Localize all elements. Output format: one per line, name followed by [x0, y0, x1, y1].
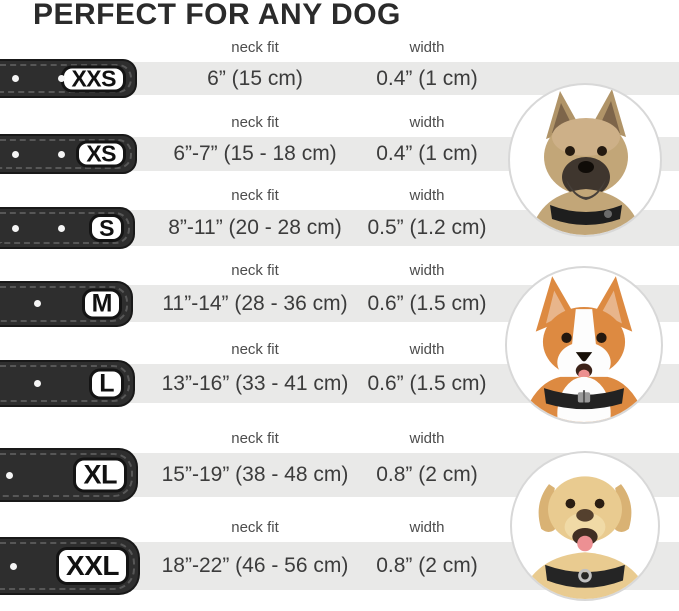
collar-hole	[10, 562, 17, 570]
size-label: L	[89, 368, 124, 399]
neck-fit-value: 11”-14” (28 - 36 cm)	[162, 292, 348, 315]
collar-hole	[6, 471, 13, 479]
collar-hole	[12, 150, 19, 158]
width-header: width	[409, 262, 445, 279]
width-header: width	[409, 430, 445, 447]
width-value: 0.5” (1.2 cm)	[367, 216, 487, 239]
neck-fit-header: neck fit	[231, 187, 279, 204]
collar-strap: M	[0, 280, 133, 327]
width-value: 0.6” (1.5 cm)	[367, 292, 487, 315]
terrier-illustration	[530, 89, 642, 235]
neck-fit-header: neck fit	[231, 262, 279, 279]
collar-strap: XS	[0, 134, 137, 174]
corgi-photo	[505, 266, 663, 424]
collar-strap: S	[0, 207, 135, 249]
collar-hole	[12, 75, 19, 82]
width-header: width	[409, 519, 445, 536]
neck-fit-header: neck fit	[231, 114, 279, 131]
labrador-photo	[510, 451, 660, 601]
neck-fit-header: neck fit	[231, 341, 279, 358]
labrador-illustration	[519, 476, 651, 599]
width-header: width	[409, 187, 445, 204]
collar-hole	[12, 224, 19, 232]
collar-hole	[58, 224, 65, 232]
neck-fit-value: 15”-19” (38 - 48 cm)	[161, 463, 349, 486]
size-label: S	[89, 214, 124, 242]
collar-strap: XXL	[0, 537, 140, 595]
width-value: 0.8” (2 cm)	[376, 554, 478, 577]
width-value: 0.6” (1.5 cm)	[367, 372, 487, 395]
collar-hole	[34, 380, 41, 387]
collar-strap: XXS	[0, 59, 137, 98]
neck-fit-header: neck fit	[231, 430, 279, 447]
neck-fit-header: neck fit	[231, 39, 279, 56]
width-header: width	[409, 341, 445, 358]
size-label: XS	[76, 140, 126, 168]
neck-fit-value: 13”-16” (33 - 41 cm)	[161, 372, 349, 395]
neck-fit-value: 6”-7” (15 - 18 cm)	[173, 142, 337, 165]
neck-fit-header: neck fit	[231, 519, 279, 536]
terrier-photo	[508, 83, 662, 237]
size-label: XXS	[61, 65, 126, 92]
collar-hole	[58, 75, 65, 82]
neck-fit-value: 8”-11” (20 - 28 cm)	[168, 216, 342, 239]
collar-hole	[34, 300, 41, 307]
neck-fit-value: 6” (15 cm)	[207, 67, 303, 90]
page-title: PERFECT FOR ANY DOG	[33, 0, 401, 31]
neck-fit-value: 18”-22” (46 - 56 cm)	[161, 554, 349, 577]
width-value: 0.4” (1 cm)	[376, 142, 478, 165]
width-value: 0.4” (1 cm)	[376, 67, 478, 90]
size-label: XXL	[56, 547, 129, 585]
collar-strap: XL	[0, 448, 138, 502]
size-label: XL	[73, 457, 127, 493]
collar-strap: L	[0, 360, 135, 407]
width-header: width	[409, 39, 445, 56]
collar-hole	[58, 150, 65, 158]
width-header: width	[409, 114, 445, 131]
corgi-illustration	[521, 276, 647, 422]
width-value: 0.8” (2 cm)	[376, 463, 478, 486]
size-label: M	[81, 288, 122, 319]
